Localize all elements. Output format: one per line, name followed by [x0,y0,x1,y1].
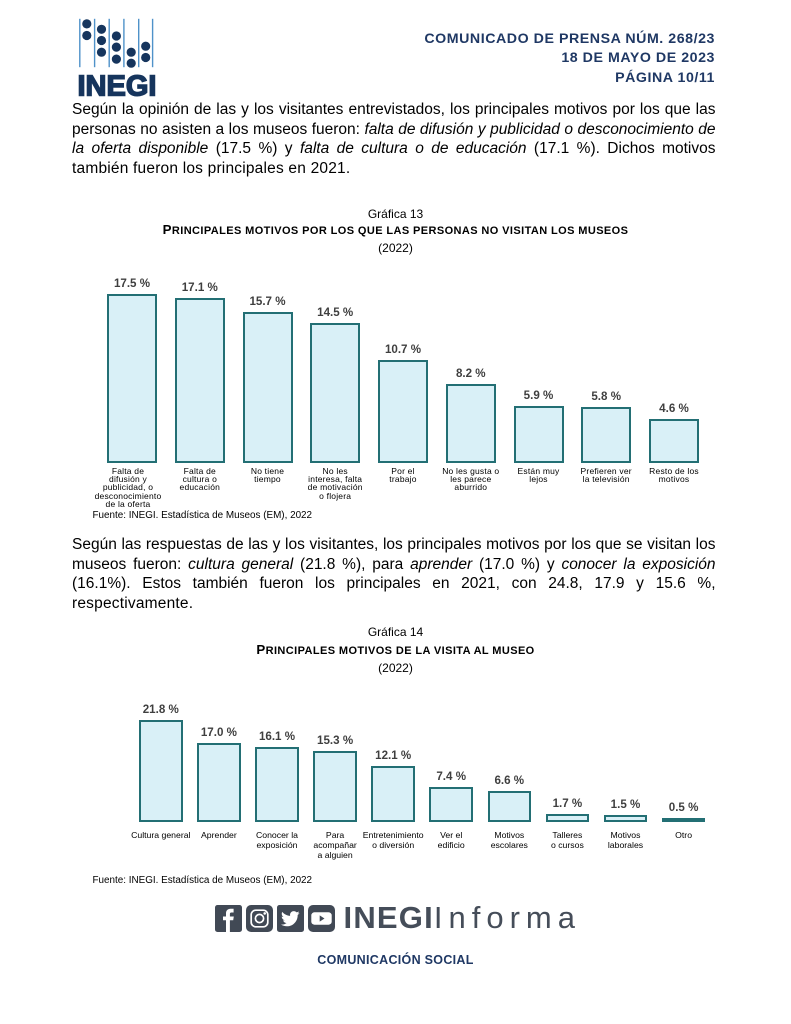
svg-text:INEGI: INEGI [78,70,157,99]
